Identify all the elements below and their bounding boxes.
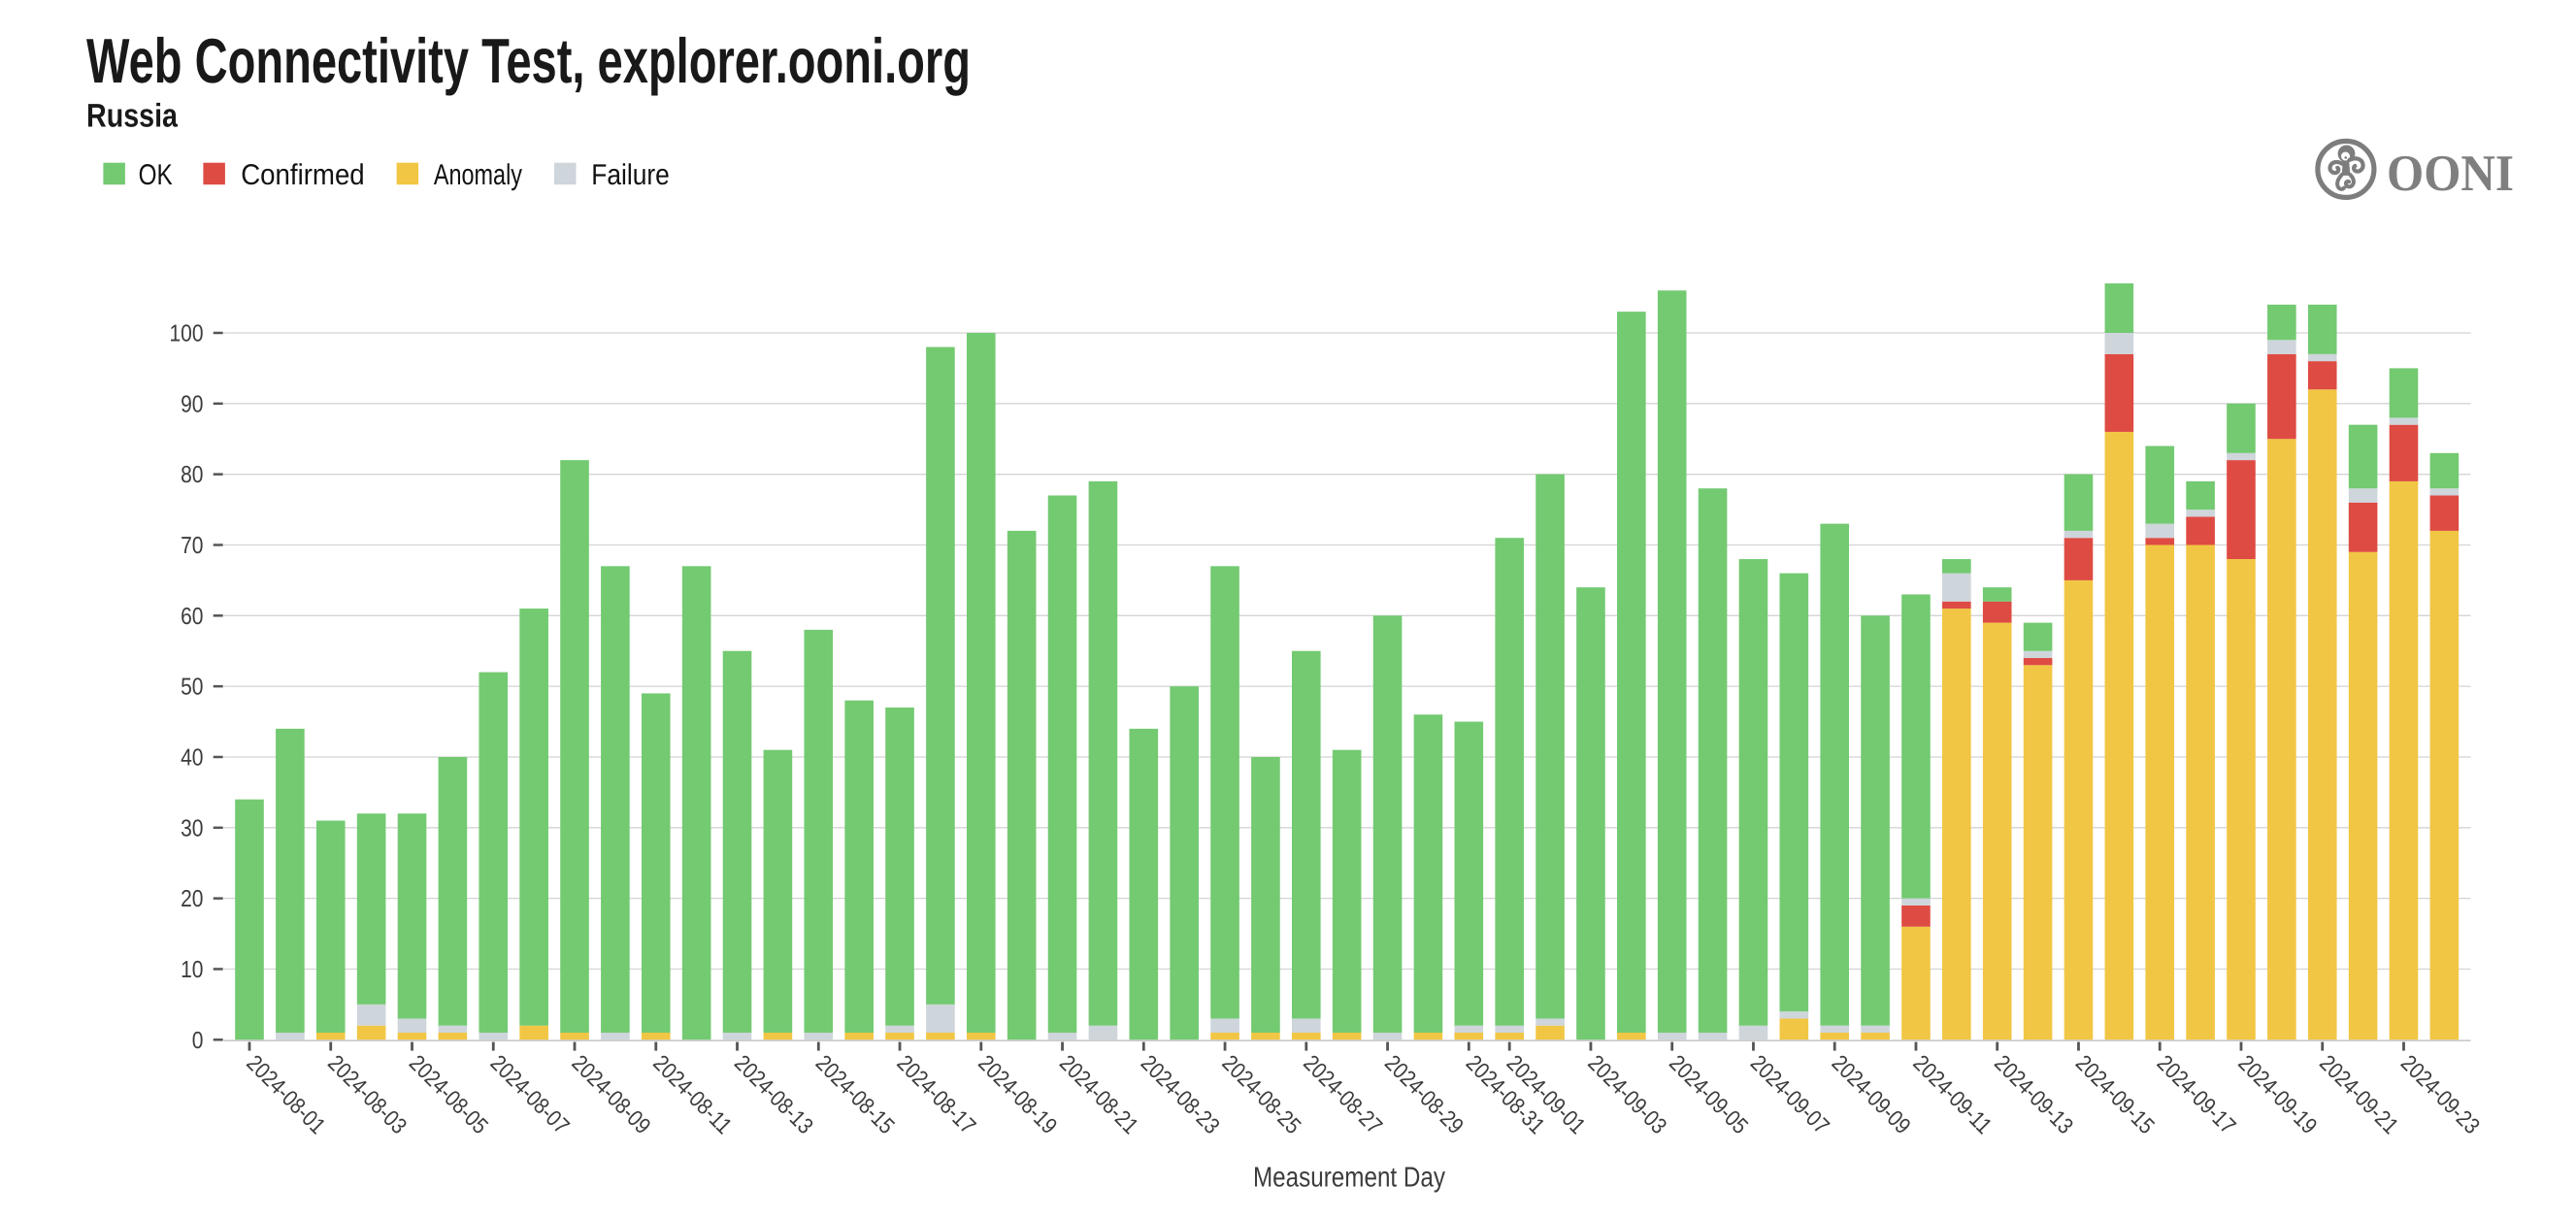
svg-text:OONI: OONI [2387,146,2514,202]
svg-text:Measurement Day: Measurement Day [1253,1163,1445,1194]
svg-text:100: 100 [170,321,204,347]
svg-text:30: 30 [181,815,203,841]
svg-text:0: 0 [192,1028,204,1054]
svg-text:20: 20 [181,886,203,912]
svg-text:Failure: Failure [591,159,670,191]
svg-text:70: 70 [181,533,203,559]
svg-text:90: 90 [181,391,203,417]
svg-text:50: 50 [181,675,203,701]
svg-text:Web Connectivity Test, explore: Web Connectivity Test, explorer.ooni.org [86,25,971,96]
svg-text:Anomaly: Anomaly [434,159,522,191]
svg-text:60: 60 [181,604,203,630]
svg-text:OK: OK [139,159,173,191]
svg-text:10: 10 [181,957,203,983]
svg-text:Russia: Russia [86,98,179,135]
svg-text:40: 40 [181,745,203,772]
svg-text:80: 80 [181,462,203,488]
svg-text:Confirmed: Confirmed [241,159,365,191]
